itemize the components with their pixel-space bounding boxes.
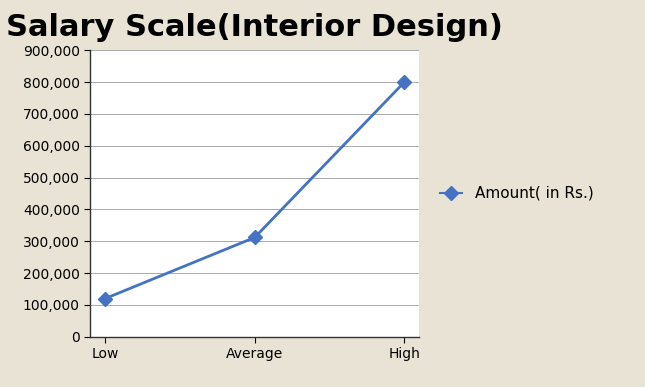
Legend: Amount( in Rs.): Amount( in Rs.)	[433, 180, 600, 207]
Title: Salary Scale(Interior Design): Salary Scale(Interior Design)	[6, 14, 503, 43]
